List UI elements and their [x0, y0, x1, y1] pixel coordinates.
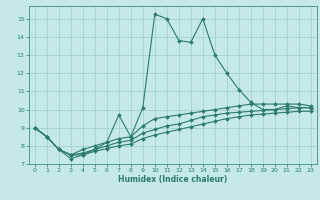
X-axis label: Humidex (Indice chaleur): Humidex (Indice chaleur): [118, 175, 228, 184]
